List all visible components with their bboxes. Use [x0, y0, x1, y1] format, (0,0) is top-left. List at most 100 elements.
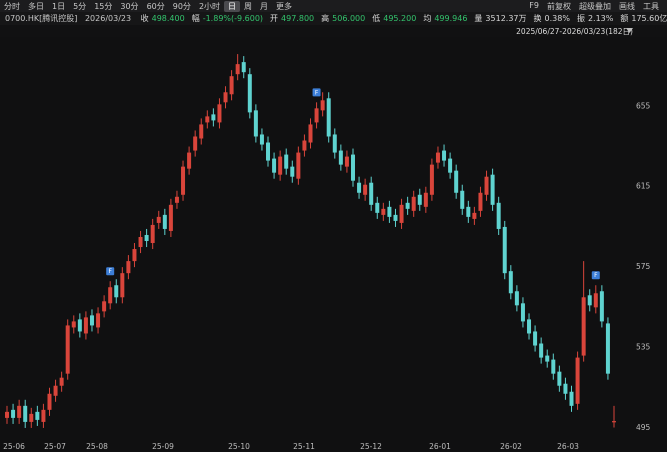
- symbol: 0700.HK[腾讯控股]: [5, 14, 78, 23]
- tab[interactable]: 分时: [4, 1, 20, 11]
- candle-body: [211, 114, 216, 121]
- tab[interactable]: 60分: [146, 1, 165, 11]
- quote-field: 幅 -1.89%(-9.600): [192, 14, 263, 23]
- event-marker-label: F: [315, 89, 319, 96]
- candle-body: [132, 249, 137, 262]
- tab[interactable]: 日: [224, 0, 241, 12]
- tab[interactable]: 5分: [73, 1, 87, 11]
- tool[interactable]: 超级叠加: [579, 1, 611, 11]
- candle-body: [593, 293, 598, 308]
- field-value: 499.946: [434, 14, 468, 23]
- candle-body: [181, 166, 186, 195]
- field-value: 2.13%: [587, 14, 614, 23]
- candle-body: [527, 319, 532, 334]
- quote-field: 开 497.800: [270, 14, 314, 23]
- quote-field: 量 3512.37万: [474, 14, 526, 23]
- x-tick-label: 26-02: [500, 442, 522, 451]
- quote-field: 高 506.000: [321, 14, 365, 23]
- candle-body: [278, 156, 283, 175]
- tool[interactable]: 画线: [619, 1, 635, 11]
- candle-body: [150, 224, 155, 244]
- candle-body: [272, 158, 277, 173]
- candle-body: [308, 124, 313, 143]
- candle-body: [290, 166, 295, 177]
- candle-body: [575, 357, 580, 404]
- quote-field: 振 2.13%: [577, 14, 613, 23]
- event-marker: [106, 267, 115, 276]
- candle-body: [96, 313, 101, 328]
- candle-body: [253, 110, 258, 137]
- candle-body: [563, 383, 568, 394]
- field-label: 均: [423, 14, 432, 23]
- tab[interactable]: 更多: [276, 1, 293, 11]
- candle-body: [11, 409, 16, 418]
- candle-body: [47, 393, 52, 410]
- candle-body: [205, 116, 210, 123]
- candle-body: [89, 315, 94, 326]
- candle-body: [187, 152, 192, 169]
- tool[interactable]: 前复权: [547, 1, 571, 11]
- y-tick-label: 575: [636, 262, 651, 271]
- field-label: 收: [140, 14, 149, 23]
- candle-body: [417, 194, 422, 205]
- candle-body: [363, 184, 368, 195]
- event-marker: [591, 271, 600, 280]
- candle-body: [496, 202, 501, 229]
- tab[interactable]: 多日: [28, 1, 44, 11]
- candle-body: [223, 92, 228, 103]
- candle-body: [284, 154, 289, 169]
- candle-body: [338, 150, 343, 165]
- field-label: 振: [576, 14, 585, 23]
- quote-field: 均 499.946: [423, 14, 467, 23]
- field-value: 497.800: [281, 14, 315, 23]
- range[interactable]: 2025/06/27-2026/03/23(182日): [516, 27, 633, 36]
- candle-body: [405, 202, 410, 209]
- y-tick-label: 655: [636, 101, 651, 110]
- event-marker-label: F: [108, 268, 112, 275]
- candle-body: [59, 377, 64, 386]
- x-tick-label: 25-08: [86, 442, 108, 451]
- field-value: 498.400: [151, 14, 185, 23]
- tab[interactable]: 90分: [172, 1, 191, 11]
- tool[interactable]: 工具: [643, 1, 659, 11]
- candle-body: [460, 190, 465, 209]
- plot-bg: [0, 37, 667, 452]
- tab[interactable]: 2小时: [198, 1, 221, 11]
- candle-body: [490, 174, 495, 205]
- candle-body: [545, 355, 550, 362]
- field-label: 低: [372, 14, 381, 23]
- field-label: 高: [321, 14, 330, 23]
- tab[interactable]: 周: [244, 1, 253, 11]
- candle-body: [448, 158, 453, 173]
- candle-body: [35, 411, 40, 420]
- candle-body: [520, 303, 525, 322]
- date: 2026/03/23: [84, 14, 132, 23]
- candle-body: [41, 409, 46, 422]
- candle-body: [605, 323, 610, 374]
- candle-body: [120, 273, 125, 298]
- range-dropdown[interactable]: [626, 28, 633, 33]
- candle-body: [108, 287, 113, 304]
- candle-body: [393, 214, 398, 221]
- candle-body: [502, 226, 507, 274]
- candle-body: [168, 204, 173, 231]
- candle-body: [539, 343, 544, 358]
- tab[interactable]: 月: [260, 1, 269, 11]
- tab[interactable]: 15分: [94, 1, 113, 11]
- tool[interactable]: F9: [529, 0, 539, 10]
- quote: 0700.HK[腾讯控股] 2026/03/23 收 498.400 幅 -1.89%…: [0, 13, 667, 24]
- candle-body: [235, 64, 240, 75]
- candle-body: [411, 196, 416, 211]
- candle-body: [302, 140, 307, 151]
- candle-body: [156, 216, 161, 223]
- y-tick-label: 495: [636, 423, 651, 432]
- candle-body: [65, 325, 70, 374]
- candle-body: [508, 271, 513, 294]
- toolbar: 分时 多日 1日 5分 15分 30分 60分 90分 2小时日周月更多 F9 前复权 超级叠加 画线工…: [0, 0, 667, 12]
- x-tick-label: 25-09: [152, 442, 174, 451]
- candle-body: [53, 385, 58, 396]
- tab[interactable]: 1日: [52, 1, 66, 11]
- tab[interactable]: 30分: [120, 1, 139, 11]
- candle-body: [429, 164, 434, 195]
